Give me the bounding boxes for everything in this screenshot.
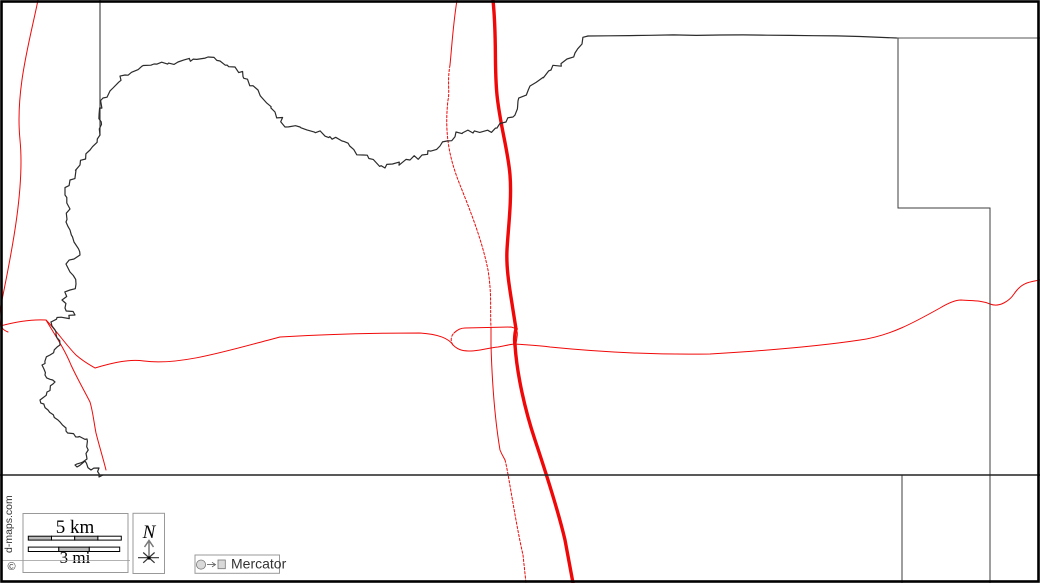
svg-text:3 mi: 3 mi xyxy=(60,548,91,567)
svg-text:d-maps.com: d-maps.com xyxy=(3,495,15,553)
svg-text:Mercator: Mercator xyxy=(231,556,287,572)
svg-text:©: © xyxy=(7,561,15,573)
svg-text:5 km: 5 km xyxy=(56,517,95,538)
